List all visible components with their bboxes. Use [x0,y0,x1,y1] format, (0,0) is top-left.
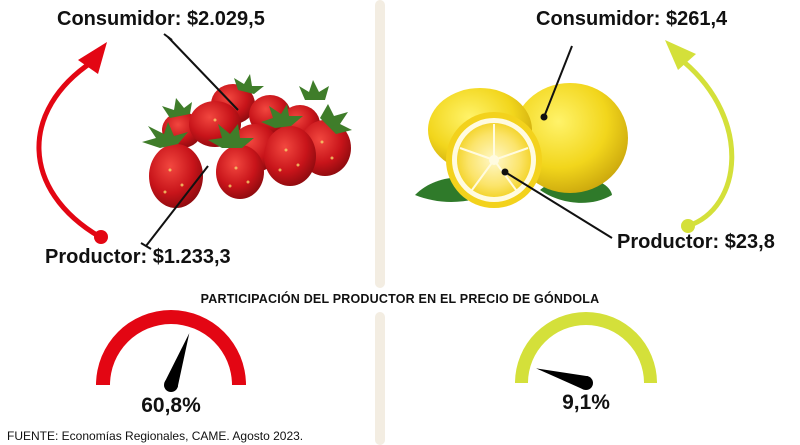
strawberry-gauge-band [96,310,246,385]
source-note: FUENTE: Economías Regionales, CAME. Agos… [7,429,304,443]
strawberry-consumer-price: Consumidor: $2.029,5 [57,8,265,30]
divider-bottom [375,312,385,445]
lemon-share-value: 9,1% [562,391,610,414]
strawberry-gauge-hub [164,378,178,392]
lemon-consumer-price: Consumidor: $261,4 [536,8,728,30]
lemon-gauge-band [515,312,657,383]
section-title: PARTICIPACIÓN DEL PRODUCTOR EN EL PRECIO… [200,292,600,306]
lemon-producer-price: Productor: $23,8 [617,231,775,253]
strawberry-producer-price: Productor: $1.233,3 [45,246,231,268]
divider-top [375,0,385,288]
strawberry-gauge-needle [164,333,190,388]
lemon-gauge-hub [579,376,593,390]
lemon-gauge-needle [536,368,588,390]
strawberry-share-value: 60,8% [141,394,201,417]
